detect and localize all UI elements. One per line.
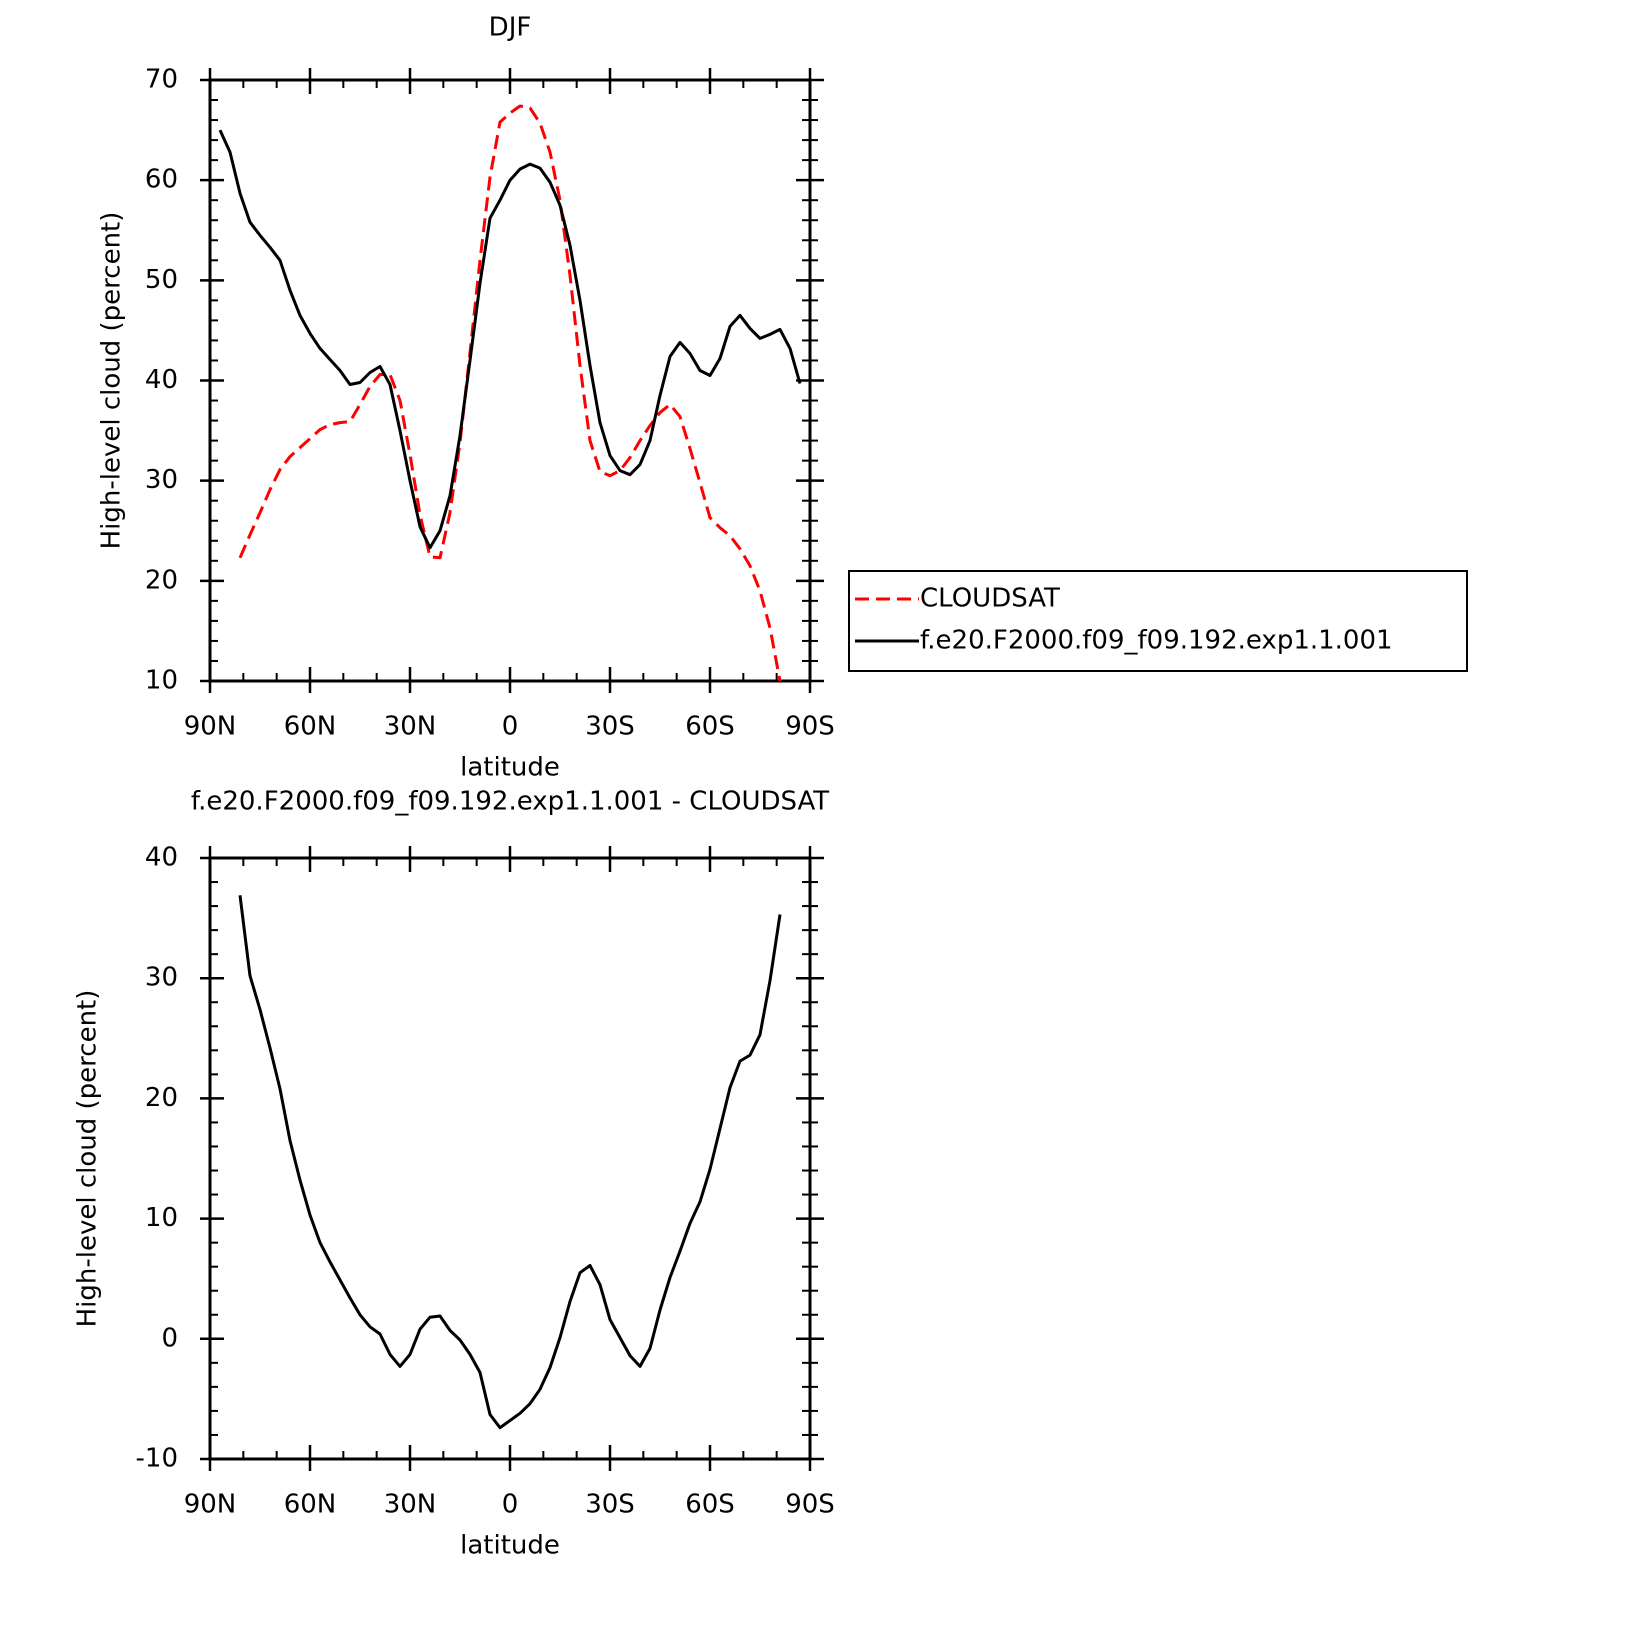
- y-tick-label: 40: [145, 365, 178, 395]
- y-tick-label: 10: [145, 666, 178, 696]
- y-tick-label: 70: [145, 65, 178, 95]
- x-tick-label: 30S: [585, 1490, 635, 1520]
- x-tick-label: 90N: [184, 1490, 237, 1520]
- x-tick-label: 30N: [384, 1490, 437, 1520]
- data-line: [238, 895, 782, 1430]
- plot-frame: [208, 78, 812, 683]
- legend-label: f.e20.F2000.f09_f09.192.exp1.1.001: [920, 626, 1393, 656]
- x-tick-label: 90N: [184, 712, 237, 742]
- data-line: [218, 129, 802, 550]
- data-line: [238, 104, 782, 682]
- y-tick-label: 20: [145, 1083, 178, 1113]
- x-tick-label: 60N: [284, 712, 337, 742]
- y-axis-label: High-level cloud (percent): [73, 990, 103, 1328]
- y-tick-label: -10: [136, 1444, 178, 1474]
- x-tick-label: 90S: [785, 1490, 835, 1520]
- x-tick-label: 90S: [785, 712, 835, 742]
- x-tick-label: 30N: [384, 712, 437, 742]
- legend-box: [848, 570, 1468, 672]
- chart-title: f.e20.F2000.f09_f09.192.exp1.1.001 - CLO…: [191, 787, 829, 817]
- chart-title: DJF: [489, 13, 532, 43]
- y-tick-label: 0: [161, 1323, 178, 1353]
- y-tick-label: 30: [145, 465, 178, 495]
- legend-label: CLOUDSAT: [920, 584, 1060, 614]
- y-tick-label: 30: [145, 963, 178, 993]
- y-tick-label: 50: [145, 265, 178, 295]
- x-tick-label: 60S: [685, 1490, 735, 1520]
- plot-frame: [208, 856, 812, 1461]
- y-axis-label: High-level cloud (percent): [97, 212, 127, 550]
- y-tick-label: 60: [145, 165, 178, 195]
- x-axis-label: latitude: [460, 1531, 560, 1561]
- y-tick-label: 40: [145, 843, 178, 873]
- x-tick-label: 0: [502, 1490, 519, 1520]
- y-tick-label: 20: [145, 565, 178, 595]
- x-tick-label: 0: [502, 712, 519, 742]
- x-axis-label: latitude: [460, 753, 560, 783]
- x-tick-label: 30S: [585, 712, 635, 742]
- x-tick-label: 60S: [685, 712, 735, 742]
- x-tick-label: 60N: [284, 1490, 337, 1520]
- y-tick-label: 10: [145, 1203, 178, 1233]
